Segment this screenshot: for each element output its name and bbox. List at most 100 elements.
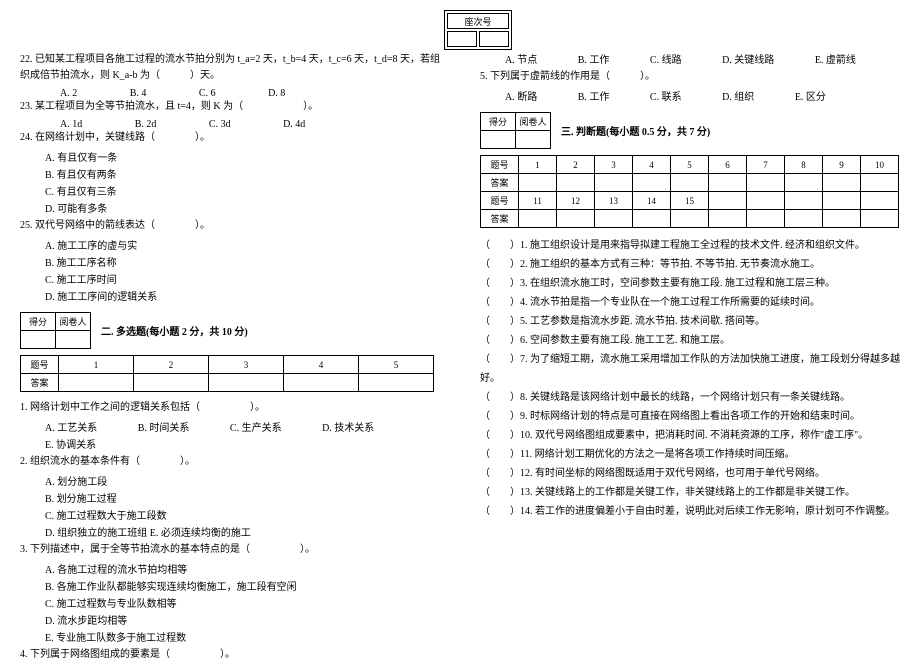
seat-cell <box>479 31 509 47</box>
q22-options: A. 2 B. 4 C. 6 D. 8 <box>20 88 450 99</box>
ans-cell <box>671 210 709 228</box>
ans-cell <box>785 174 823 192</box>
opt: B. 2d <box>135 119 157 130</box>
ans-cell <box>284 374 359 392</box>
mq5-options: A. 断路 B. 工作 C. 联系 D. 组织 E. 区分 <box>480 89 910 106</box>
ans-num: 2 <box>557 156 595 174</box>
ans-num: 4 <box>284 356 359 374</box>
judge-item: （ ）9. 时标网络计划的特点是可直接在网络图上看出各项工作的开始和结束时间。 <box>480 407 910 426</box>
ans-num: 1 <box>519 156 557 174</box>
opt: B. 工作 <box>578 89 610 106</box>
opt: B. 时间关系 <box>138 420 190 437</box>
ans-cell <box>633 174 671 192</box>
score-box: 得分阅卷人 <box>480 112 551 149</box>
grader-cell <box>56 331 91 349</box>
judge-item: （ ）14. 若工作的进度偏差小于自由时差，说明此对后续工作无影响，原计划可不作… <box>480 502 910 521</box>
ans-cell <box>595 210 633 228</box>
score-cell <box>481 131 516 149</box>
judge-item: （ ）2. 施工组织的基本方式有三种：等节拍. 不等节拍. 无节奏流水施工。 <box>480 255 910 274</box>
ans-cell <box>823 192 861 210</box>
opt: A. 工艺关系 <box>45 420 97 437</box>
ans-num: 14 <box>633 192 671 210</box>
question-23: 23. 某工程项目为全等节拍流水，且 t=4，则 K 为（ ）。 <box>20 99 450 115</box>
seat-cell <box>447 31 477 47</box>
judge-item: （ ）7. 为了缩短工期，流水施工采用增加工作队的方法加快施工进度，施工段划分得… <box>480 350 910 388</box>
ans-num: 2 <box>134 356 209 374</box>
section-3-title: 三. 判断题(每小题 0.5 分，共 7 分) <box>561 123 710 138</box>
section-2-title: 二. 多选题(每小题 2 分，共 10 分) <box>101 323 248 338</box>
ans-cell <box>861 192 899 210</box>
q23-options: A. 1d B. 2d C. 3d D. 4d <box>20 119 450 130</box>
ans-num: 1 <box>59 356 134 374</box>
mquestion-2: 2. 组织流水的基本条件有（ ）。 <box>20 454 450 470</box>
mq2-sub: D. 组织独立的施工班组 E. 必须连续均衡的施工 <box>20 525 450 542</box>
opt: C. 3d <box>209 119 231 130</box>
ans-row-label: 答案 <box>21 374 59 392</box>
ans-cell <box>785 192 823 210</box>
mquestion-1: 1. 网络计划中工作之间的逻辑关系包括（ ）。 <box>20 400 450 416</box>
opt: A. 断路 <box>505 89 537 106</box>
mq3-sub: D. 流水步距均相等 <box>20 613 450 630</box>
ans-cell <box>519 174 557 192</box>
mq3-sub: A. 各施工过程的流水节拍均相等 <box>20 562 450 579</box>
ans-num: 8 <box>785 156 823 174</box>
mquestion-3: 3. 下列描述中，属于全等节拍流水的基本特点的是（ ）。 <box>20 542 450 558</box>
right-column: A. 节点 B. 工作 C. 线路 D. 关键线路 E. 虚箭线 5. 下列属于… <box>480 52 910 521</box>
left-column: 22. 已知某工程项目各施工过程的流水节拍分别为 t_a=2 天，t_b=4 天… <box>20 52 450 667</box>
answer-table-sec3: 题号 1 2 3 4 5 6 7 8 9 10 答案 题号 11 12 13 1… <box>480 155 899 228</box>
ans-cell <box>861 210 899 228</box>
score-box: 得分阅卷人 <box>20 312 91 349</box>
grader-label: 阅卷人 <box>56 313 91 331</box>
score-cell <box>21 331 56 349</box>
q24-sub: D. 可能有多条 <box>20 201 450 218</box>
opt: B. 工作 <box>578 52 610 69</box>
ans-cell <box>633 210 671 228</box>
ans-cell <box>709 192 747 210</box>
opt: C. 6 <box>199 88 216 99</box>
opt: D. 技术关系 <box>322 420 374 437</box>
ans-num: 3 <box>595 156 633 174</box>
ans-hdr: 题号 <box>21 356 59 374</box>
ans-hdr: 题号 <box>481 156 519 174</box>
q24-sub: A. 有且仅有一条 <box>20 150 450 167</box>
mq2-sub: B. 划分施工过程 <box>20 491 450 508</box>
judge-item: （ ）6. 空间参数主要有施工段. 施工工艺. 和施工层。 <box>480 331 910 350</box>
ans-cell <box>134 374 209 392</box>
judge-item: （ ）13. 关键线路上的工作都是关键工作，非关键线路上的工作都是非关键工作。 <box>480 483 910 502</box>
grader-label: 阅卷人 <box>516 113 551 131</box>
grader-cell <box>516 131 551 149</box>
mq2-sub: C. 施工过程数大于施工段数 <box>20 508 450 525</box>
opt: C. 线路 <box>650 52 682 69</box>
mquestion-5: 5. 下列属于虚箭线的作用是（ ）。 <box>480 69 910 85</box>
judge-item: （ ）12. 有时间坐标的网络图既适用于双代号网络，也可用于单代号网络。 <box>480 464 910 483</box>
q25-sub: D. 施工工序间的逻辑关系 <box>20 289 450 306</box>
ans-num: 6 <box>709 156 747 174</box>
ans-cell <box>823 174 861 192</box>
judge-list: （ ）1. 施工组织设计是用来指导拟建工程施工全过程的技术文件. 经济和组织文件… <box>480 236 910 521</box>
seat-label: 座次号 <box>447 13 509 29</box>
score-label: 得分 <box>21 313 56 331</box>
mq3-sub: C. 施工过程数与专业队数相等 <box>20 596 450 613</box>
ans-cell <box>709 174 747 192</box>
ans-cell <box>519 210 557 228</box>
opt: C. 联系 <box>650 89 682 106</box>
mquestion-4: 4. 下列属于网络图组成的要素是（ ）。 <box>20 647 450 663</box>
judge-item: （ ）1. 施工组织设计是用来指导拟建工程施工全过程的技术文件. 经济和组织文件… <box>480 236 910 255</box>
ans-num: 13 <box>595 192 633 210</box>
ans-cell <box>823 210 861 228</box>
question-22: 22. 已知某工程项目各施工过程的流水节拍分别为 t_a=2 天，t_b=4 天… <box>20 52 450 84</box>
question-25: 25. 双代号网络中的箭线表达（ ）。 <box>20 218 450 234</box>
mq4-options: A. 节点 B. 工作 C. 线路 D. 关键线路 E. 虚箭线 <box>480 52 910 69</box>
ans-num: 3 <box>209 356 284 374</box>
ans-cell <box>709 210 747 228</box>
ans-cell <box>861 174 899 192</box>
ans-num: 4 <box>633 156 671 174</box>
opt: E. 协调关系 <box>45 437 96 454</box>
q25-sub: A. 施工工序的虚与实 <box>20 238 450 255</box>
q25-sub: C. 施工工序时间 <box>20 272 450 289</box>
answer-table-sec2: 题号 1 2 3 4 5 答案 <box>20 355 434 392</box>
judge-item: （ ）3. 在组织流水施工时，空间参数主要有施工段. 施工过程和施工层三种。 <box>480 274 910 293</box>
section-2-header: 得分阅卷人 二. 多选题(每小题 2 分，共 10 分) <box>20 312 450 349</box>
mq1-options: A. 工艺关系 B. 时间关系 C. 生产关系 D. 技术关系 E. 协调关系 <box>20 420 450 454</box>
ans-row-label: 答案 <box>481 174 519 192</box>
